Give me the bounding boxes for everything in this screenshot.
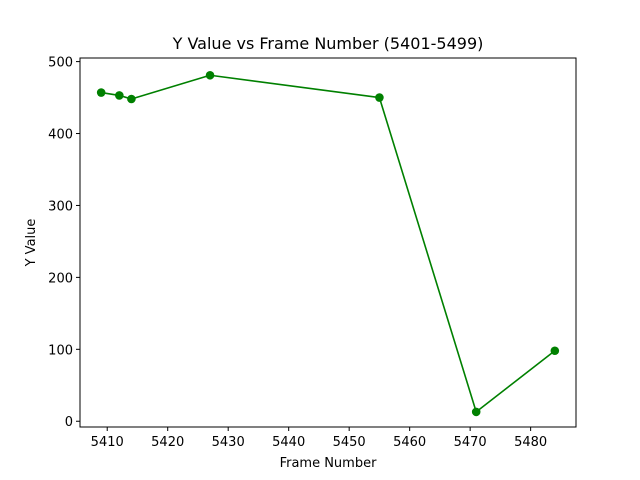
y-tick-label: 100 xyxy=(48,343,73,358)
x-tick-label: 5470 xyxy=(454,435,487,450)
x-tick-label: 5420 xyxy=(151,435,184,450)
plot-area xyxy=(96,70,560,417)
x-axis: 5410 5420 5430 5440 5450 5460 5470 5480 xyxy=(91,427,547,450)
data-point xyxy=(471,407,481,417)
y-tick-label: 0 xyxy=(65,415,73,430)
x-tick-label: 5440 xyxy=(272,435,305,450)
x-axis-label: Frame Number xyxy=(280,456,378,471)
data-point xyxy=(115,91,124,100)
data-point xyxy=(375,93,384,102)
x-tick-label: 5460 xyxy=(393,435,426,450)
y-tick-label: 300 xyxy=(48,199,73,214)
y-tick-label: 500 xyxy=(48,56,73,71)
data-point xyxy=(205,70,215,80)
y-axis-label: Y Value xyxy=(24,219,39,268)
y-tick-label: 400 xyxy=(48,128,73,143)
y-tick-label: 200 xyxy=(48,271,73,286)
data-point xyxy=(127,94,136,104)
x-tick-label: 5480 xyxy=(514,435,547,450)
data-point xyxy=(550,346,560,356)
data-point xyxy=(96,88,106,97)
chart-title: Y Value vs Frame Number (5401-5499) xyxy=(172,34,484,53)
series-line xyxy=(101,74,556,413)
x-tick-label: 5410 xyxy=(91,435,124,450)
x-tick-label: 5450 xyxy=(333,435,366,450)
y-axis: 0 100 200 300 400 500 xyxy=(48,56,80,430)
x-tick-label: 5430 xyxy=(212,435,245,450)
plot-frame xyxy=(79,57,577,428)
